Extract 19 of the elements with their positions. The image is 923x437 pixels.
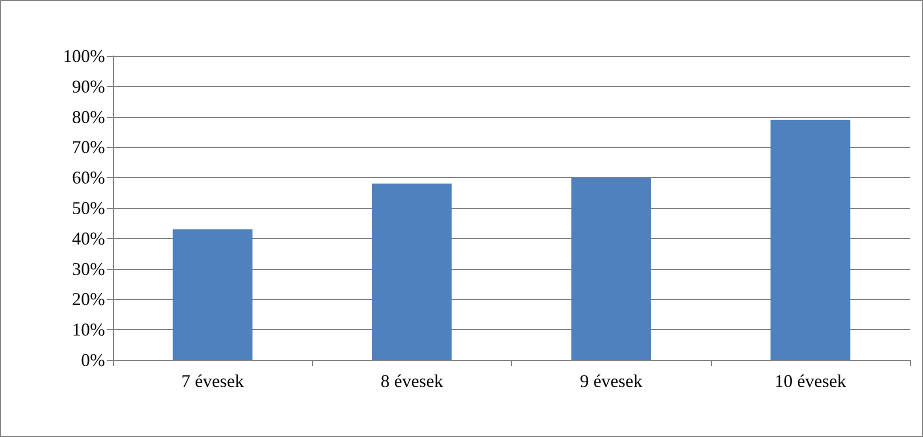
- y-tick-label: 0%: [81, 350, 105, 370]
- bar: [571, 178, 651, 360]
- bar: [172, 229, 252, 360]
- bar: [770, 120, 850, 360]
- bar: [372, 184, 452, 360]
- y-tick-label: 60%: [72, 168, 105, 188]
- x-tick-label: 8 évesek: [380, 371, 444, 391]
- y-tick-label: 20%: [72, 289, 105, 310]
- y-tick-label: 50%: [72, 198, 105, 218]
- y-tick-label: 90%: [72, 76, 105, 96]
- y-tick-label: 80%: [72, 106, 105, 127]
- y-tick-label: 10%: [72, 320, 105, 340]
- x-tick-label: 9 évesek: [580, 371, 642, 391]
- y-tick-label: 30%: [72, 258, 105, 279]
- x-tick-label: 7 évesek: [181, 371, 244, 391]
- x-tick-label: 10 évesek: [774, 371, 846, 391]
- y-tick-label: 70%: [72, 137, 105, 158]
- y-tick-label: 40%: [72, 228, 105, 248]
- y-tick-label: 100%: [63, 46, 105, 66]
